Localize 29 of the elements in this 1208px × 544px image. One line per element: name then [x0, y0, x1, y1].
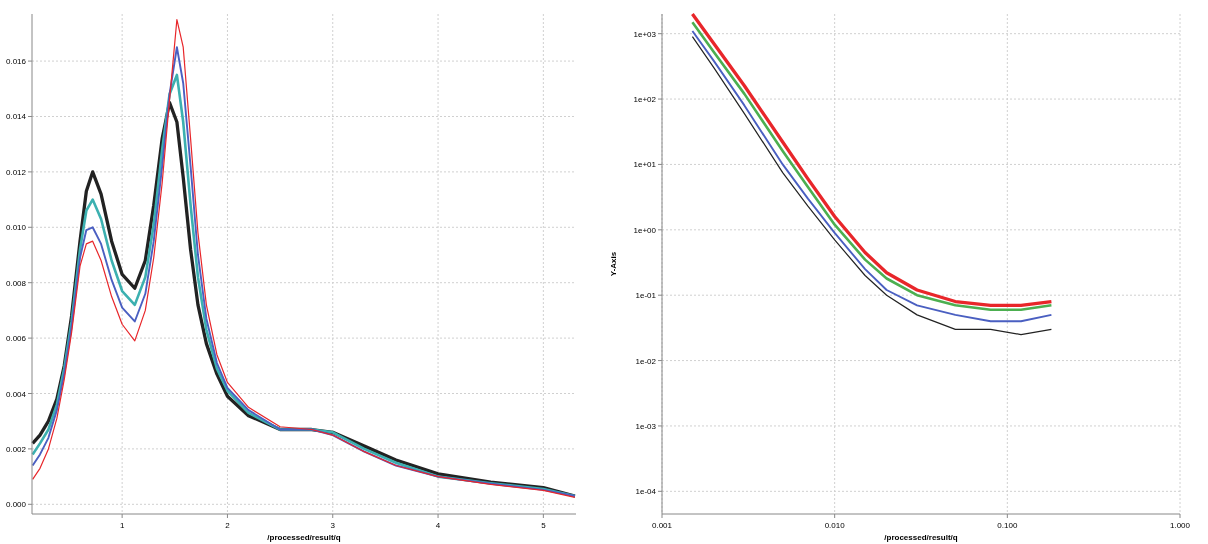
- y-tick-label: 0.008: [5, 278, 27, 288]
- y-tick-label: 0.006: [5, 334, 27, 344]
- y-tick-label: 1e-04: [635, 487, 657, 497]
- y-tick-label: 0.004: [5, 389, 27, 399]
- y-tick-label: 1e+00: [633, 225, 657, 235]
- y-tick-label: 1e-03: [635, 421, 657, 431]
- x-tick-label: 1.000: [1169, 521, 1191, 530]
- x-tick-label: 2: [225, 521, 231, 530]
- y-tick-label: 0.014: [5, 112, 27, 122]
- y-axis-title: Y-Axis: [609, 251, 618, 277]
- x-tick-label: 0.100: [997, 521, 1018, 530]
- y-tick-label: 1e-02: [635, 356, 657, 366]
- x-tick-label: 3: [330, 521, 336, 530]
- y-tick-label: 0.002: [5, 444, 27, 454]
- y-tick-label: 1e+03: [633, 29, 657, 39]
- x-tick-label: 1: [119, 521, 125, 530]
- y-tick-label: 0.010: [5, 223, 27, 233]
- x-axis-title: /processed/result/q: [884, 533, 958, 542]
- x-tick-label: 5: [541, 521, 547, 530]
- y-tick-label: 1e+01: [633, 160, 657, 170]
- y-tick-label: 1e-01: [635, 291, 657, 301]
- x-axis-title: /processed/result/q: [267, 533, 341, 542]
- y-tick-label: 0.000: [5, 500, 27, 510]
- x-tick-label: 4: [435, 521, 441, 530]
- y-tick-label: 1e+02: [633, 95, 657, 105]
- y-tick-label: 0.012: [5, 167, 27, 177]
- y-tick-label: 0.016: [5, 57, 27, 67]
- x-tick-label: 0.001: [651, 521, 673, 530]
- x-tick-label: 0.010: [824, 521, 846, 530]
